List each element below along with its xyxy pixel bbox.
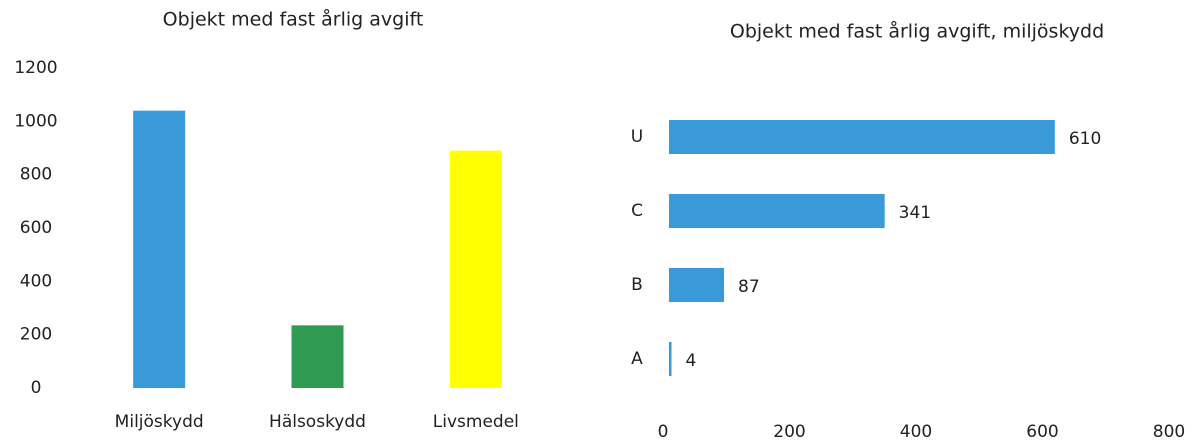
data-label: 610: [1069, 129, 1101, 149]
data-label: 87: [738, 277, 760, 297]
bar: [291, 325, 344, 388]
chart-title: Objekt med fast årlig avgift, miljöskydd: [730, 20, 1104, 43]
x-tick-label: 800: [1153, 422, 1185, 441]
x-tick-label: Miljöskydd: [115, 412, 204, 432]
y-tick-label: A: [631, 349, 643, 369]
bar: [133, 110, 186, 389]
x-tick-label: 600: [1026, 422, 1058, 441]
y-tick-label: C: [631, 201, 643, 221]
x-tick-label: 0: [658, 422, 669, 441]
y-tick-label: 0: [31, 378, 42, 398]
y-tick-label: 600: [20, 218, 52, 238]
x-tick-label: 400: [900, 422, 932, 441]
chart-title: Objekt med fast årlig avgift: [163, 8, 424, 31]
bar: [669, 342, 672, 376]
bar: [669, 120, 1055, 154]
data-label: 4: [686, 351, 697, 371]
y-tick-label: 1200: [14, 58, 57, 78]
y-tick-label: B: [631, 275, 643, 295]
bar: [669, 268, 725, 302]
bar: [449, 150, 502, 388]
y-tick-label: U: [631, 127, 643, 147]
y-tick-label: 800: [20, 165, 52, 185]
data-label: 341: [899, 203, 931, 223]
x-tick-label: Hälsoskydd: [269, 412, 366, 432]
y-tick-label: 1000: [14, 111, 57, 131]
y-tick-label: 400: [20, 271, 52, 291]
x-tick-label: 200: [773, 422, 805, 441]
y-tick-label: 200: [20, 325, 52, 345]
bar: [669, 194, 885, 228]
x-tick-label: Livsmedel: [433, 412, 519, 432]
